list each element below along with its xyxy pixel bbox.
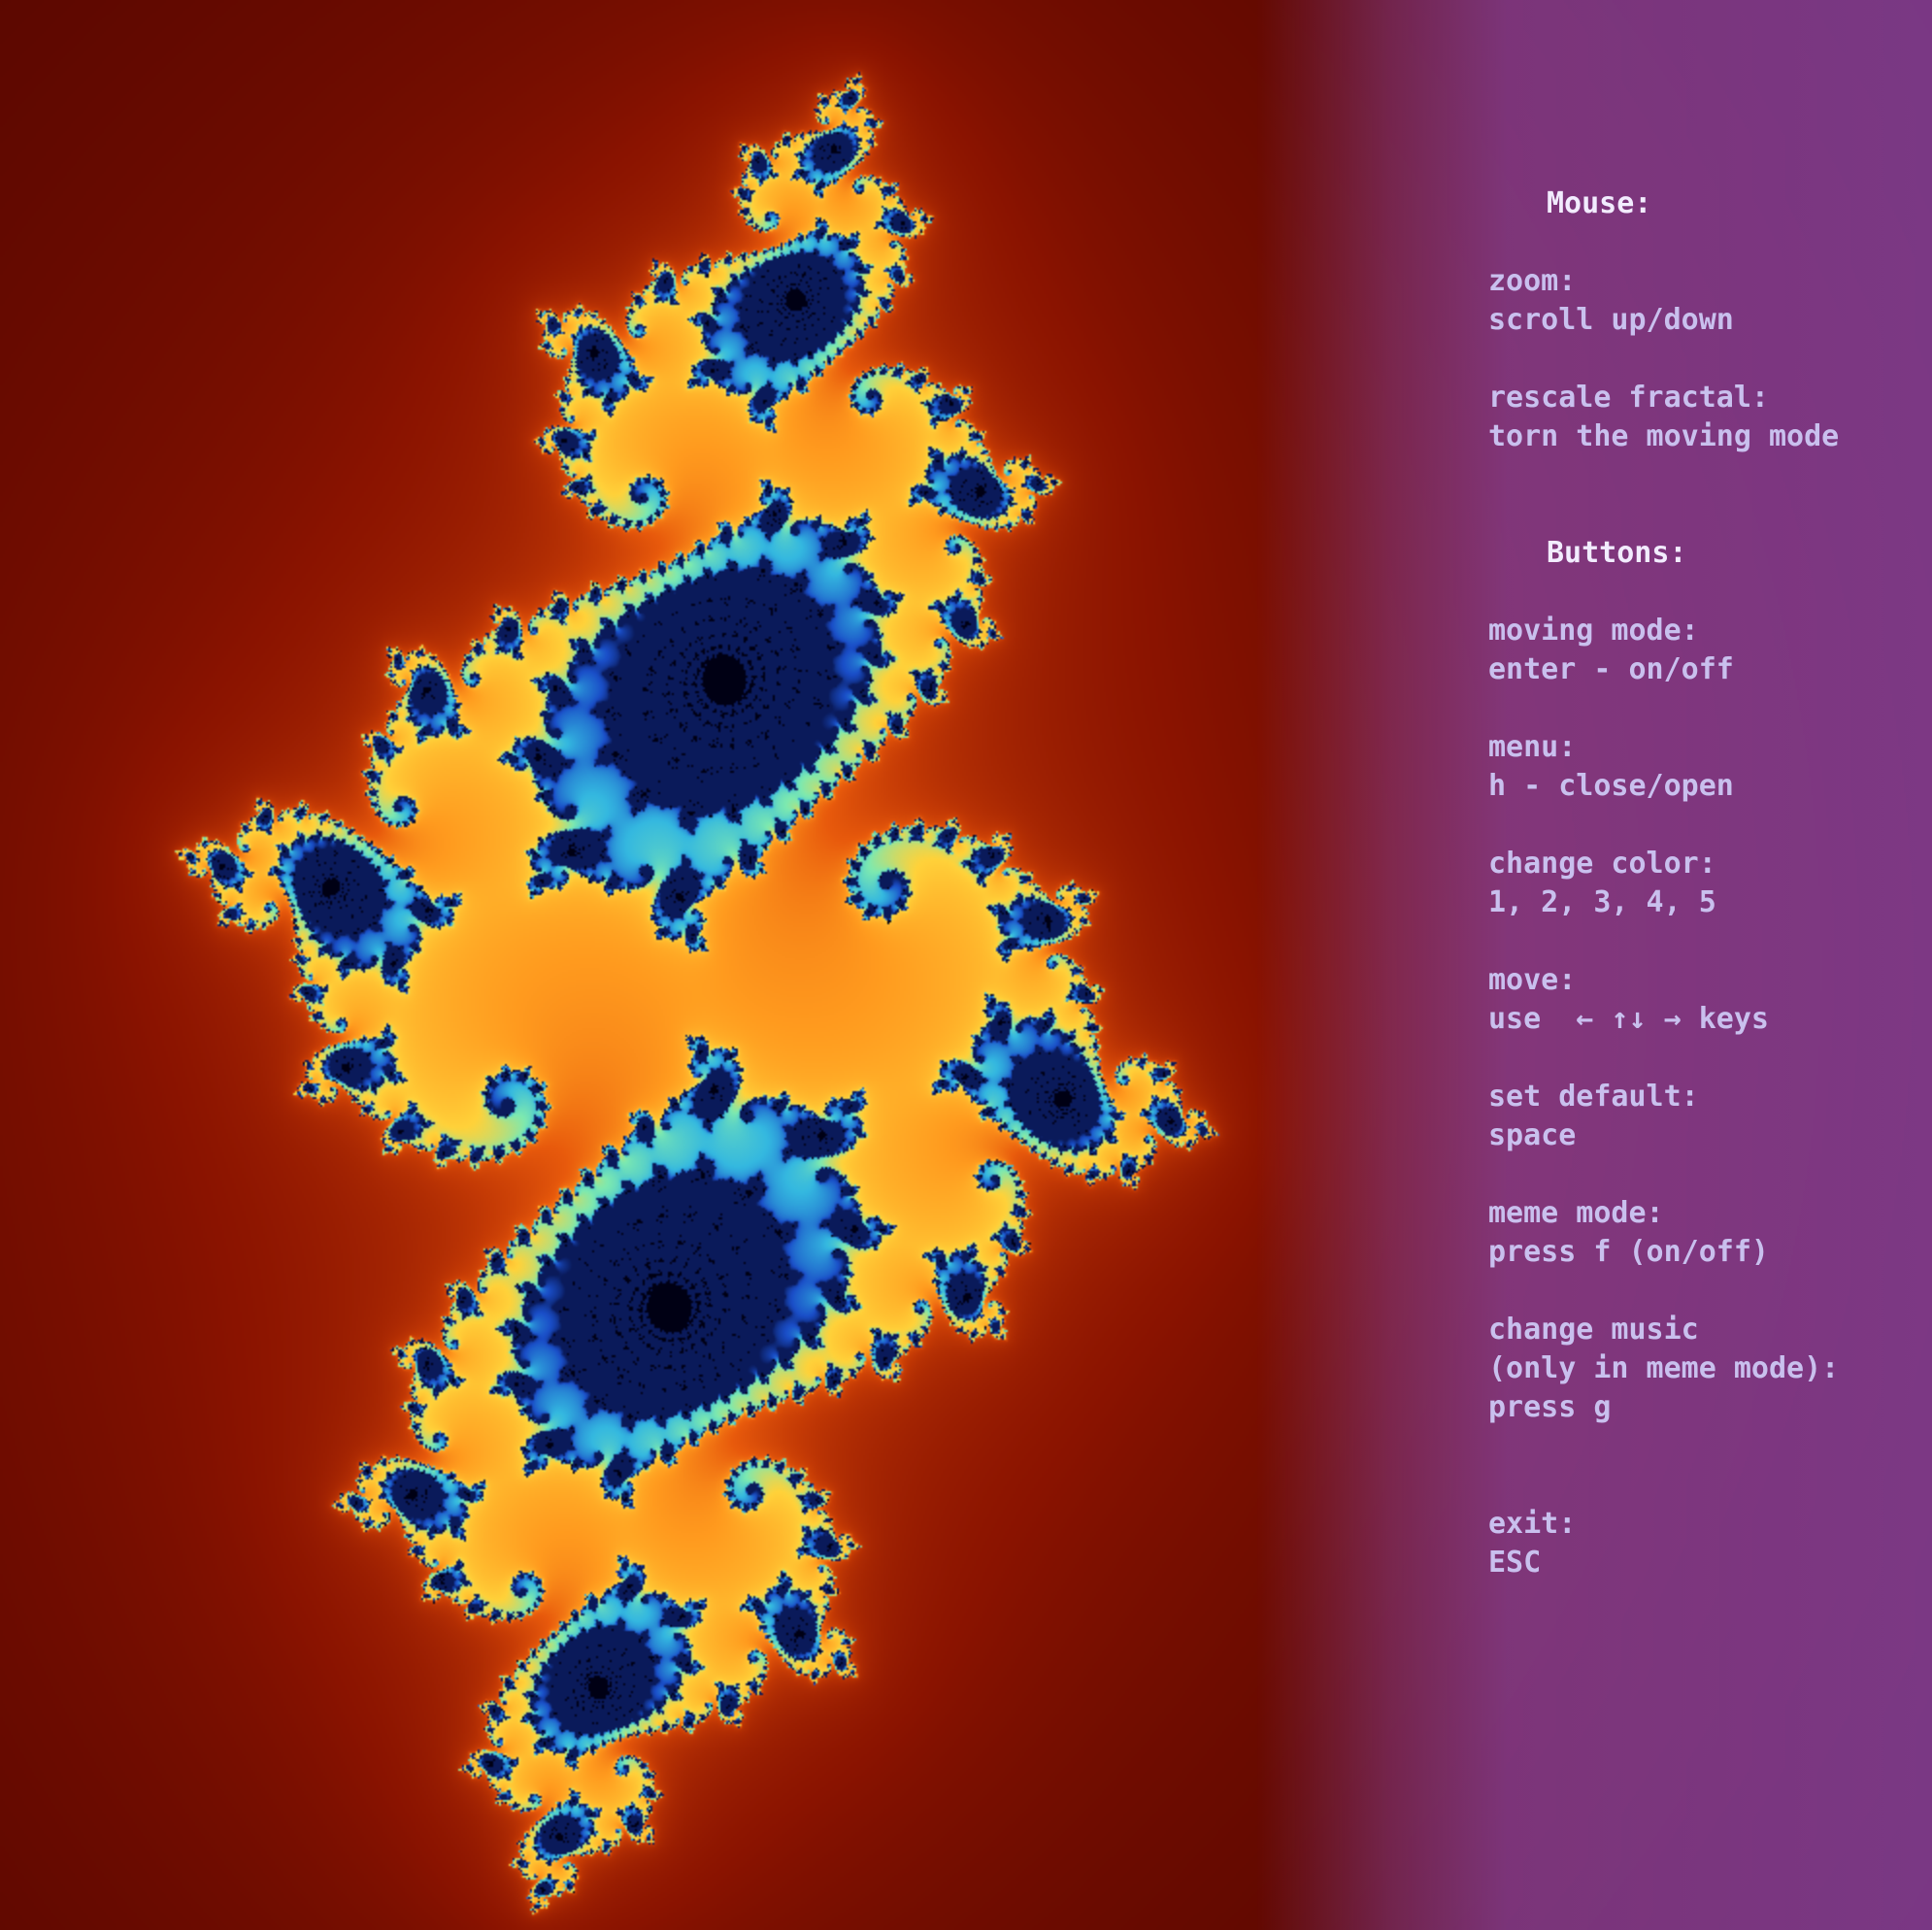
help-entry-value: h - close/open [1488,769,1734,803]
help-entry-label: exit: [1488,1507,1577,1541]
help-entry-label: move: [1488,963,1577,997]
help-entry-change-color: change color: 1, 2, 3, 4, 5 [1488,845,1915,922]
help-entry-set-default: set default: space [1488,1078,1915,1155]
help-entry-label: set default: [1488,1080,1699,1114]
help-entry-value: scroll up/down [1488,303,1734,337]
help-entry-zoom: zoom: scroll up/down [1488,262,1915,340]
help-entry-label: rescale fractal: [1488,381,1769,415]
help-entry-moving-mode: moving mode: enter - on/off [1488,612,1915,689]
help-entry-label: moving mode: [1488,614,1699,648]
help-entry-value: ESC [1488,1546,1542,1580]
help-menu: Mouse: zoom: scroll up/down rescale frac… [1488,184,1915,1621]
help-entry-change-music: change music (only in meme mode): press … [1488,1311,1915,1427]
help-entry-value: space [1488,1118,1577,1152]
help-entry-label: menu: [1488,730,1577,764]
help-entry-value: enter - on/off [1488,652,1734,686]
help-entry-value: torn the moving mode [1488,419,1840,453]
help-entry-move: move: use ← ↑↓ → keys [1488,961,1915,1039]
help-entry-value: use ← ↑↓ → keys [1488,1002,1769,1036]
mouse-section-title: Mouse: [1547,186,1652,220]
buttons-section-title: Buttons: [1547,536,1687,570]
help-entry-menu: menu: h - close/open [1488,728,1915,806]
help-entry-value: (only in meme mode): [1488,1351,1840,1385]
help-entry-rescale-fractal: rescale fractal: torn the moving mode [1488,379,1915,456]
help-entry-label: zoom: [1488,264,1577,298]
help-entry-value: press f (on/off) [1488,1235,1769,1269]
help-entry-label: meme mode: [1488,1196,1664,1230]
help-entry-value: press g [1488,1390,1612,1424]
help-entry-label: change color: [1488,847,1716,881]
help-entry-exit: exit: ESC [1488,1505,1915,1582]
help-entry-label: change music [1488,1313,1699,1347]
help-entry-meme-mode: meme mode: press f (on/off) [1488,1194,1915,1272]
help-entry-value: 1, 2, 3, 4, 5 [1488,885,1716,919]
